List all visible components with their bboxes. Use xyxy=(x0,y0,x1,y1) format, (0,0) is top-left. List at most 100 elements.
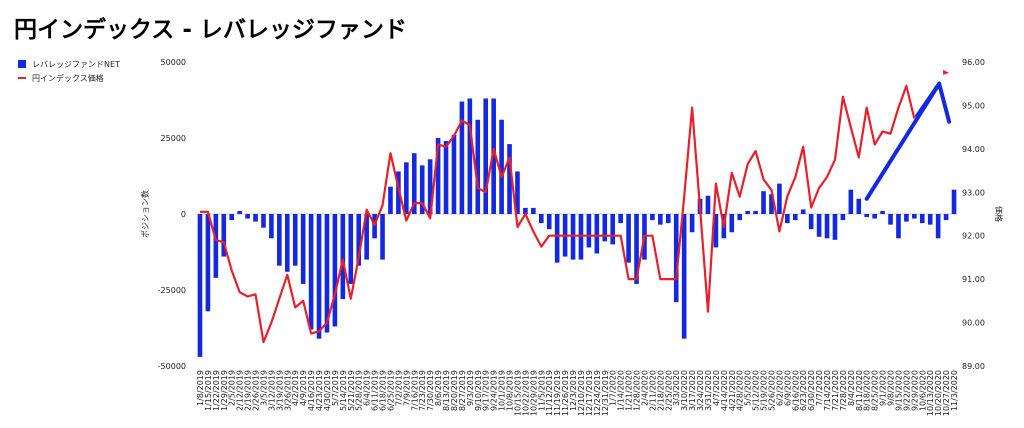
x-tick-label: 1/14/2020 xyxy=(617,370,626,411)
price-line xyxy=(200,84,916,344)
x-tick-label: 5/7/2019 xyxy=(331,370,340,406)
bar xyxy=(269,214,274,239)
x-tick-label: 8/6/2019 xyxy=(434,370,443,406)
bar xyxy=(507,144,512,214)
x-tick-label: 4/23/2019 xyxy=(315,370,324,411)
legend-swatch-line xyxy=(18,77,26,79)
x-tick-label: 8/4/2020 xyxy=(847,370,856,406)
trend-arrow-head-left xyxy=(915,81,942,118)
x-tick-label: 3/12/2019 xyxy=(267,370,276,411)
x-tick-label: 5/19/2020 xyxy=(760,370,769,411)
x-tick-label: 3/17/2020 xyxy=(688,370,697,411)
x-tick-label: 4/2/2019 xyxy=(291,370,300,406)
bar xyxy=(864,214,870,218)
legend-label-line: 円インデックス価格 xyxy=(32,73,104,83)
x-tick-label: 12/17/2019 xyxy=(585,370,594,416)
x-tick-label: 7/23/2019 xyxy=(418,370,427,411)
x-tick-label: 6/2/2020 xyxy=(775,370,784,406)
legend-item-line: 円インデックス価格 xyxy=(18,71,120,85)
y2-tick-label: 91.00 xyxy=(962,275,985,284)
trend-arrow-head-right xyxy=(937,81,952,124)
x-tick-label: 9/8/2020 xyxy=(887,370,896,406)
bar xyxy=(427,159,433,214)
bar xyxy=(816,214,822,237)
bar xyxy=(372,214,377,239)
bar xyxy=(848,189,854,214)
x-tick-label: 3/5/2019 xyxy=(259,370,268,406)
x-tick-label: 10/27/2020 xyxy=(942,370,951,416)
bar xyxy=(753,210,758,214)
bar xyxy=(681,214,687,339)
y2-tick-label: 90.00 xyxy=(962,319,985,328)
bar xyxy=(411,153,417,214)
x-tick-label: 10/20/2020 xyxy=(934,370,943,416)
x-tick-label: 6/4/2019 xyxy=(363,370,372,406)
x-tick-label: 8/18/2020 xyxy=(863,370,872,411)
x-tick-label: 7/14/2020 xyxy=(823,370,832,411)
x-tick-label: 9/15/2020 xyxy=(894,370,903,411)
bar xyxy=(515,171,520,214)
bar xyxy=(324,214,330,333)
y-tick-label: 50000 xyxy=(161,58,186,67)
x-tick-label: 6/23/2020 xyxy=(799,370,808,411)
legend-label-bars: レバレッジファンドNET xyxy=(32,59,120,69)
bar xyxy=(769,194,774,214)
x-tick-label: 2/12/2019 xyxy=(236,370,245,411)
x-tick-label: 1/28/2020 xyxy=(633,370,642,411)
x-tick-label: 4/9/2019 xyxy=(299,370,308,406)
x-tick-label: 1/15/2019 xyxy=(204,370,213,411)
bar xyxy=(554,214,560,263)
x-tick-label: 12/24/2019 xyxy=(593,370,602,416)
x-tick-label: 11/19/2019 xyxy=(553,370,562,416)
bar xyxy=(785,214,790,224)
x-tick-label: 4/30/2019 xyxy=(323,370,332,411)
x-tick-label: 3/10/2020 xyxy=(680,370,689,411)
x-tick-label: 9/24/2019 xyxy=(490,370,499,411)
bar xyxy=(927,214,933,225)
x-tick-label: 10/1/2019 xyxy=(498,370,507,411)
chart-legend: レバレッジファンドNET 円インデックス価格 xyxy=(18,57,120,85)
bar xyxy=(435,138,441,214)
bar xyxy=(523,207,528,214)
bar xyxy=(538,214,544,224)
x-tick-label: 3/24/2020 xyxy=(696,370,705,411)
x-tick-label: 1/7/2020 xyxy=(609,370,618,406)
x-tick-label: 3/3/2020 xyxy=(672,370,681,406)
x-tick-label: 9/10/2019 xyxy=(474,370,483,411)
x-tick-label: 7/7/2020 xyxy=(815,370,824,406)
x-tick-label: 7/21/2020 xyxy=(831,370,840,411)
x-tick-label: 9/29/2020 xyxy=(910,370,919,411)
bar xyxy=(840,214,846,221)
chart-title: 円インデックス - レバレッジファンド xyxy=(14,17,407,43)
legend-item-bars: レバレッジファンドNET xyxy=(18,57,120,71)
x-tick-label: 3/26/2019 xyxy=(283,370,292,411)
x-tick-label: 7/2/2019 xyxy=(394,370,403,406)
bar xyxy=(792,214,798,221)
bar xyxy=(396,171,401,214)
y-axis-title: ポジション数 xyxy=(140,190,150,238)
bar xyxy=(459,101,465,214)
bar xyxy=(348,214,354,284)
x-tick-label: 7/30/2019 xyxy=(426,370,435,411)
y2-tick-label: 92.00 xyxy=(962,232,985,241)
y-tick-label: 0 xyxy=(181,210,186,219)
x-tick-label: 4/7/2020 xyxy=(712,370,721,406)
x-tick-label: 6/25/2019 xyxy=(386,370,395,411)
bar xyxy=(491,98,496,214)
bar xyxy=(896,214,901,239)
bar xyxy=(658,214,663,225)
x-tick-label: 3/19/2019 xyxy=(275,370,284,411)
x-tick-label: 7/28/2020 xyxy=(839,370,848,411)
x-tick-label: 1/21/2020 xyxy=(625,370,634,411)
bar xyxy=(888,214,893,225)
bar xyxy=(332,214,338,327)
bar xyxy=(800,209,806,214)
x-tick-label: 9/17/2019 xyxy=(482,370,491,411)
bar xyxy=(634,214,639,284)
bar xyxy=(602,214,608,242)
y2-tick-label: 93.00 xyxy=(962,188,985,197)
x-tick-label: 7/9/2019 xyxy=(402,370,411,406)
x-tick-label: 6/16/2020 xyxy=(791,370,800,411)
bar xyxy=(197,214,203,357)
x-tick-label: 2/4/2020 xyxy=(640,370,649,406)
